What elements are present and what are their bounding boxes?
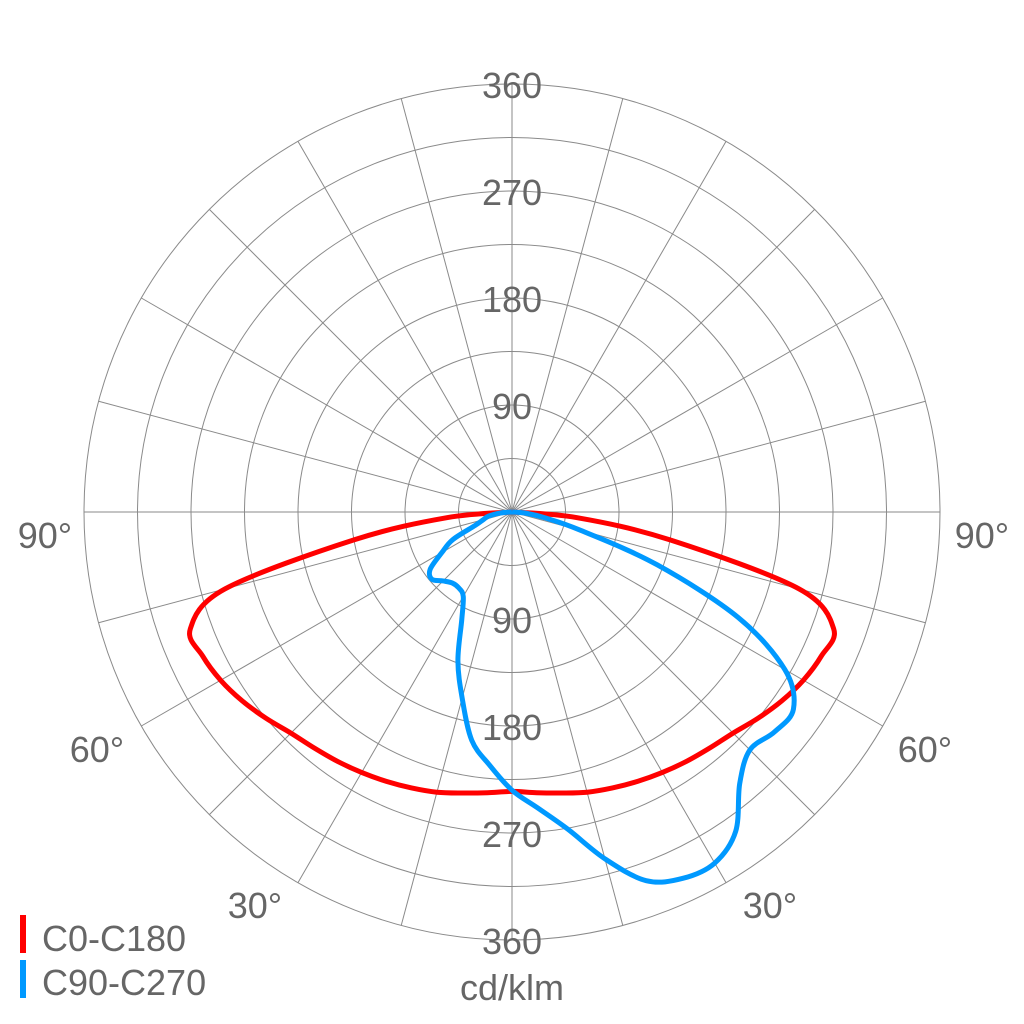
radial-tick-label-top: 90 [492, 386, 532, 427]
angle-label: 60° [898, 729, 952, 770]
grid-spoke [400, 511, 513, 926]
radial-tick-label-bottom: 90 [492, 600, 532, 641]
grid-spoke [511, 98, 624, 513]
grid-spoke [297, 511, 513, 883]
grid-spoke [511, 511, 883, 727]
legend-swatch-c90-c270 [20, 960, 26, 998]
grid-spoke [141, 511, 513, 727]
series-line-c90-c270 [426, 509, 797, 885]
radial-tick-label-top: 270 [482, 172, 542, 213]
angle-label: 30° [743, 885, 797, 926]
angle-label: 30° [228, 885, 282, 926]
grid-spoke [141, 297, 513, 513]
curves [187, 509, 837, 885]
radial-tick-label-bottom: 270 [482, 814, 542, 855]
labels: 90 90 180 180 270 270 360 360 90° 60° 30° 30° 60° 90° [18, 65, 1009, 962]
radial-tick-label-bottom: 180 [482, 707, 542, 748]
grid-spoke [98, 511, 513, 624]
grid-spoke [511, 141, 727, 513]
angle-label: 90° [955, 515, 1009, 556]
angle-label: 90° [18, 515, 72, 556]
radial-tick-label-top: 180 [482, 279, 542, 320]
unit-label: cd/klm [460, 967, 564, 1008]
legend: C0-C180 C90-C270 [20, 915, 206, 1003]
legend-label-c0-c180: C0-C180 [42, 918, 186, 959]
grid-spoke [511, 400, 926, 513]
radial-tick-label-bottom: 360 [482, 921, 542, 962]
legend-swatch-c0-c180 [20, 915, 26, 953]
legend-label-c90-c270: C90-C270 [42, 962, 206, 1003]
grid-spoke [209, 209, 513, 513]
grid-spoke [511, 297, 883, 513]
grid-spoke [209, 511, 513, 815]
grid-spoke [511, 511, 727, 883]
radial-tick-label-top: 360 [482, 65, 542, 106]
grid-spoke [98, 400, 513, 513]
grid-spoke [511, 209, 815, 513]
grid-spoke [297, 141, 513, 513]
grid-spoke [400, 98, 513, 513]
angle-label: 60° [70, 729, 124, 770]
grid-spoke [511, 511, 815, 815]
